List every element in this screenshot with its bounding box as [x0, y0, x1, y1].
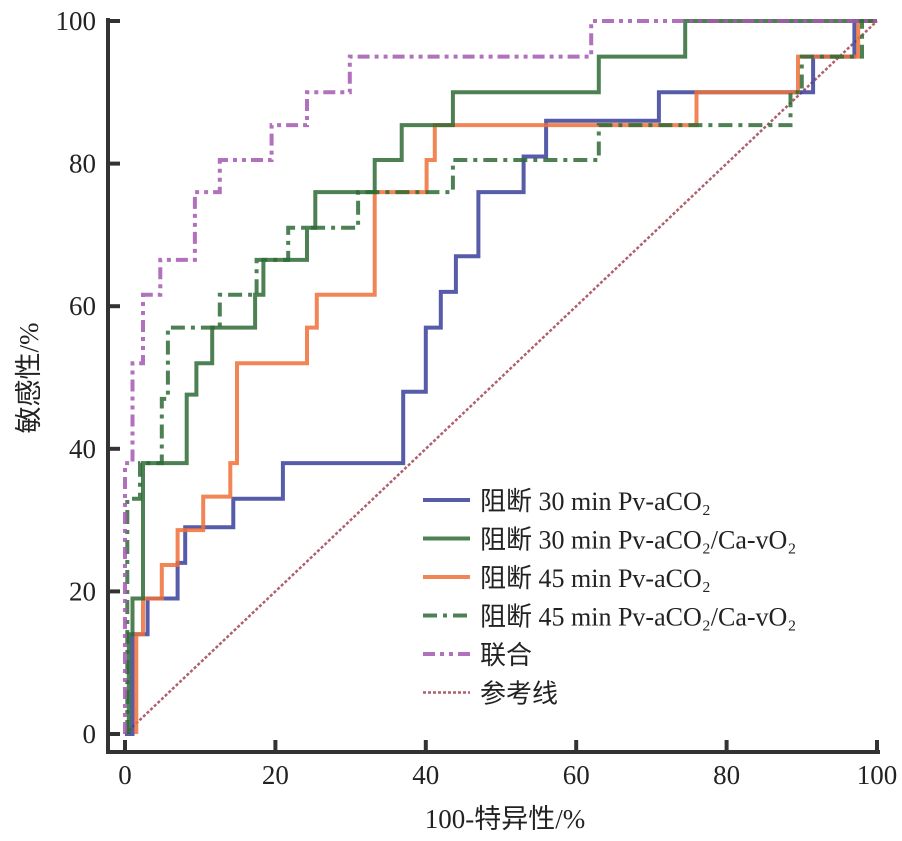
legend: 阻断 30 min Pv-aCO₂ 阻断 30 min Pv-aCO₂/Ca-vO… [423, 487, 796, 709]
y-tick-label: 20 [69, 576, 96, 606]
x-tick-label: 40 [412, 760, 439, 790]
x-tick-label: 80 [713, 760, 740, 790]
legend-label-2: 阻断 45 min Pv-aCO₂ [480, 564, 711, 593]
x-tick-label: 20 [262, 760, 289, 790]
y-tick-label: 100 [56, 6, 97, 36]
series-line-1 [126, 19, 877, 734]
legend-label-0: 阻断 30 min Pv-aCO₂ [480, 487, 711, 516]
series-line-5 [124, 20, 878, 735]
legend-label-1: 阻断 30 min Pv-aCO₂/Ca-vO₂ [480, 526, 796, 555]
plot-area [123, 19, 878, 736]
y-tick-label: 60 [69, 291, 96, 321]
series-line-0 [125, 19, 877, 736]
series-line-4 [123, 19, 877, 734]
x-axis-label: 100-特异性/% [425, 804, 585, 834]
legend-label-3: 阻断 45 min Pv-aCO₂/Ca-vO₂ [480, 603, 796, 632]
y-tick-label: 80 [69, 149, 96, 179]
x-tick-label: 60 [563, 760, 590, 790]
y-axis-label: 敏感性/% [14, 323, 44, 434]
series-line-2 [134, 19, 877, 734]
series-line-3 [125, 19, 877, 734]
axes: 0 20 40 60 80 100 0 20 40 60 80 100 [56, 6, 898, 790]
legend-label-4: 联合 [480, 641, 532, 670]
y-tick-label: 0 [83, 719, 97, 749]
x-tick-label: 100 [857, 760, 898, 790]
legend-label-5: 参考线 [480, 680, 558, 709]
y-tick-label: 40 [69, 434, 96, 464]
x-tick-label: 0 [118, 760, 132, 790]
